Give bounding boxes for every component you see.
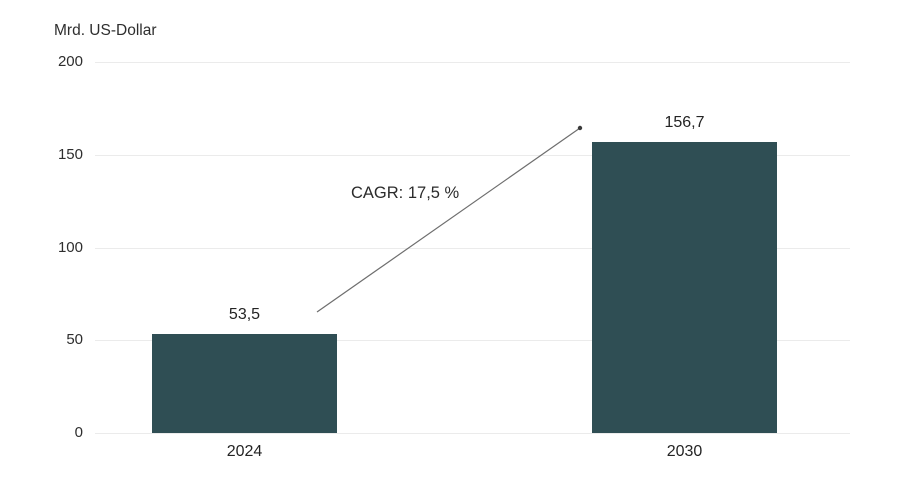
gridline-y-0: [95, 433, 850, 434]
x-tick-label-2030: 2030: [666, 443, 703, 460]
bar-2024: [152, 333, 337, 433]
y-tick-label: 100: [57, 238, 83, 256]
y-tick-label: 150: [57, 145, 83, 163]
bar-2030: [592, 142, 777, 433]
value-label-2030: 156,7: [664, 114, 705, 132]
y-axis-title: Mrd. US-Dollar: [54, 22, 157, 39]
gridline-y-50: [95, 340, 850, 342]
y-tick-label: 50: [66, 331, 83, 349]
x-tick-label-2024: 2024: [226, 443, 263, 460]
y-tick-label: 200: [57, 53, 83, 70]
cagr-annotation: CAGR: 17,5 %: [351, 184, 460, 202]
y-tick-label: 0: [74, 424, 83, 441]
gridline-y-200: [95, 62, 850, 63]
value-label-2024: 53,5: [228, 305, 261, 323]
